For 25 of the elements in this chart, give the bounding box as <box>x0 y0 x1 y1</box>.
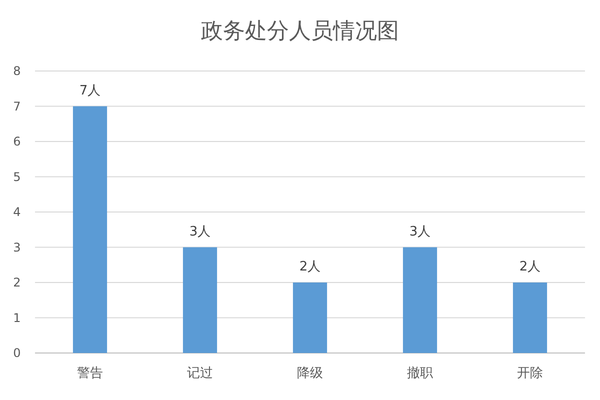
bar <box>402 247 438 353</box>
chart-title: 政务处分人员情况图 <box>201 19 399 44</box>
bar <box>182 247 218 353</box>
data-label: 2人 <box>299 260 321 274</box>
x-tick-label: 降级 <box>297 366 323 381</box>
data-label: 3人 <box>189 224 211 240</box>
x-tick-label: 警告 <box>77 366 103 381</box>
y-tick-label: 8 <box>13 64 21 78</box>
bar <box>292 282 328 353</box>
y-tick-label: 1 <box>13 310 21 325</box>
y-tick-label: 5 <box>13 170 21 184</box>
x-tick-label: 记过 <box>187 366 213 381</box>
data-label: 2人 <box>519 260 541 274</box>
y-tick-label: 4 <box>13 205 21 219</box>
bar <box>512 282 548 353</box>
x-tick-label: 开除 <box>517 366 543 381</box>
data-label: 7人 <box>79 83 101 98</box>
y-tick-label: 7 <box>13 99 21 114</box>
y-tick-label: 2 <box>13 276 21 290</box>
y-tick-label: 6 <box>13 134 21 148</box>
bar <box>72 106 108 353</box>
y-tick-label: 3 <box>13 240 21 254</box>
data-label: 3人 <box>409 224 431 240</box>
x-tick-label: 撤职 <box>407 366 433 381</box>
y-tick-label: 0 <box>13 346 21 360</box>
